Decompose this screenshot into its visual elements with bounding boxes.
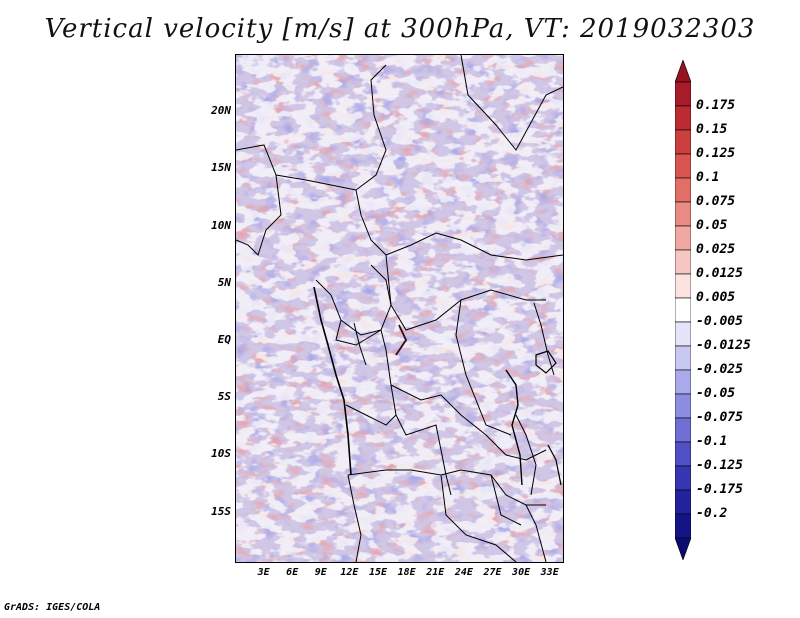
colorbar-segment <box>675 153 691 179</box>
colorbar-tick-label: 0.005 <box>696 290 736 305</box>
colorbar-segment <box>675 105 691 131</box>
lat-tick-label: 10S <box>211 447 231 461</box>
colorbar-tick-label: -0.005 <box>696 314 743 329</box>
colorbar-tick-label: -0.0125 <box>696 338 751 353</box>
lon-tick-label: 18E <box>397 567 416 578</box>
colorbar-segment <box>675 273 691 299</box>
colorbar-tick-label: 0.075 <box>696 194 736 209</box>
lon-tick-label: 27E <box>483 567 502 578</box>
colorbar-segment <box>675 417 691 443</box>
colorbar-segment <box>675 489 691 515</box>
footer-credit: GrADS: IGES/COLA <box>4 602 101 613</box>
plot-title: Vertical velocity [m/s] at 300hPa, VT: 2… <box>44 14 756 44</box>
lon-tick-label: 12E <box>340 567 359 578</box>
lon-tick-label: 9E <box>314 567 327 578</box>
colorbar-tick-label: 0.025 <box>696 242 736 257</box>
map-panel <box>235 54 564 563</box>
colorbar-tick-label: 0.05 <box>696 218 728 233</box>
lat-tick-label: 5S <box>217 390 231 404</box>
lat-tick-label: EQ <box>217 332 231 346</box>
colorbar-segment <box>675 201 691 227</box>
colorbar-segment <box>675 249 691 275</box>
colorbar-segment <box>675 369 691 395</box>
lat-tick-label: 10N <box>211 218 231 232</box>
colorbar-segment <box>675 321 691 347</box>
colorbar-segment <box>675 177 691 203</box>
lon-tick-label: 3E <box>257 567 270 578</box>
lon-tick-label: 30E <box>512 567 531 578</box>
colorbar-segment <box>675 345 691 371</box>
colorbar-tick-label: -0.175 <box>696 482 743 497</box>
colorbar-min-arrow <box>675 537 691 560</box>
colorbar-tick-label: -0.075 <box>696 410 743 425</box>
velocity-field-map <box>236 55 563 562</box>
colorbar-segment <box>675 465 691 491</box>
lon-tick-label: 33E <box>540 567 559 578</box>
contour-lines <box>236 55 563 562</box>
colorbar-tick-label: 0.15 <box>696 122 728 137</box>
colorbar <box>675 60 691 560</box>
lon-tick-label: 24E <box>454 567 473 578</box>
colorbar-segment <box>675 225 691 251</box>
colorbar-segment <box>675 297 691 323</box>
lon-tick-label: 15E <box>369 567 388 578</box>
lat-tick-label: 5N <box>217 275 231 289</box>
colorbar-tick-label: -0.125 <box>696 458 743 473</box>
colorbar-tick-label: -0.1 <box>696 434 728 449</box>
colorbar-tick-label: -0.05 <box>696 386 736 401</box>
colorbar-tick-label: 0.1 <box>696 170 720 185</box>
colorbar-segment <box>675 513 691 539</box>
lat-tick-label: 15S <box>211 504 231 518</box>
colorbar-tick-label: -0.025 <box>696 362 743 377</box>
lat-tick-label: 20N <box>211 104 231 118</box>
lat-tick-label: 15N <box>211 161 231 175</box>
colorbar-max-arrow <box>675 60 691 83</box>
colorbar-segment <box>675 393 691 419</box>
lon-tick-label: 6E <box>286 567 299 578</box>
colorbar-segment <box>675 129 691 155</box>
colorbar-tick-label: 0.125 <box>696 146 736 161</box>
colorbar-segment <box>675 81 691 107</box>
lon-tick-label: 21E <box>426 567 445 578</box>
country-borders <box>236 55 563 562</box>
colorbar-tick-label: 0.0125 <box>696 266 743 281</box>
colorbar-segment <box>675 441 691 467</box>
colorbar-tick-label: 0.175 <box>696 98 736 113</box>
colorbar-tick-label: -0.2 <box>696 506 728 521</box>
